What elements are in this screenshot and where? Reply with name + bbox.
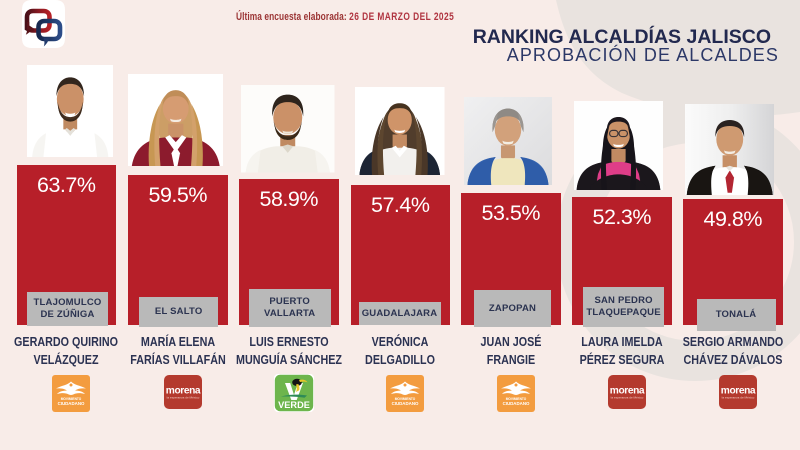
svg-text:VERDE: VERDE [278,400,310,410]
svg-text:la esperanza de México: la esperanza de México [721,396,754,400]
svg-text:morena: morena [610,386,645,397]
svg-text:la esperanza de México: la esperanza de México [610,396,643,400]
svg-text:MOVIMIENTO: MOVIMIENTO [506,397,527,401]
svg-text:morena: morena [166,386,201,397]
svg-text:CIUDADANO: CIUDADANO [502,401,529,406]
svg-text:MOVIMIENTO: MOVIMIENTO [61,397,82,401]
svg-text:CIUDADANO: CIUDADANO [392,401,419,406]
svg-text:MOVIMIENTO: MOVIMIENTO [395,397,416,401]
svg-text:la esperanza de México: la esperanza de México [166,396,199,400]
svg-text:morena: morena [721,386,756,397]
svg-text:CIUDADANO: CIUDADANO [58,401,85,406]
